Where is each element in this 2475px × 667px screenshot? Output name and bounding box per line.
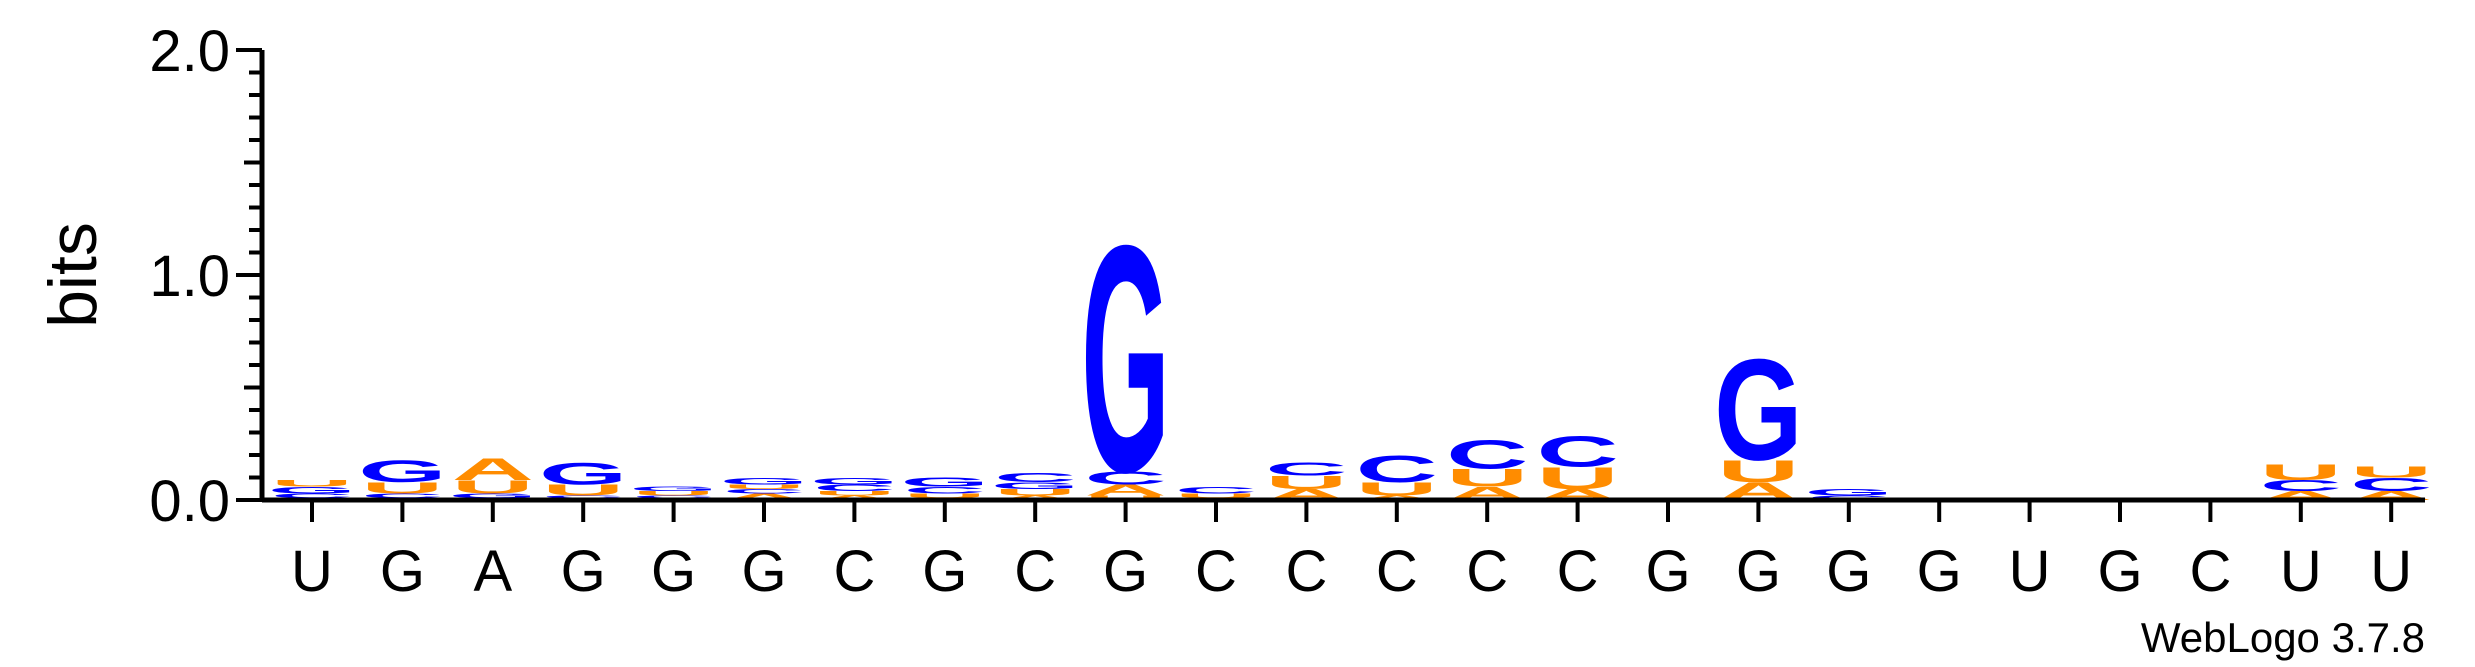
logo-letter-G: G — [1805, 487, 1894, 498]
logo-letter-U: U — [1536, 460, 1618, 495]
logo-letter-C: C — [1084, 467, 1166, 488]
x-position-label: G — [741, 539, 786, 604]
logo-letter-C: C — [2260, 477, 2342, 495]
x-position-label: C — [1195, 539, 1237, 604]
y-tick-label: 2.0 — [149, 19, 230, 84]
logo-letter-C: C — [1356, 448, 1438, 490]
x-position-label: G — [1736, 539, 1781, 604]
logo-letter-C: C — [361, 492, 443, 499]
x-position-label: G — [1917, 539, 1962, 604]
logo-letter-U: U — [904, 492, 986, 499]
logo-letter-G: G — [268, 485, 357, 496]
x-position-label: C — [833, 539, 875, 604]
y-axis-title: bits — [35, 222, 111, 328]
logo-letter-C: C — [2350, 474, 2432, 495]
logo-letter-C: C — [813, 483, 895, 494]
logo-letter-C: C — [1446, 432, 1528, 477]
logo-letter-U: U — [2350, 463, 2432, 481]
logo-letter-U: U — [361, 479, 443, 497]
logo-letter-G: G — [810, 476, 899, 487]
x-position-label: U — [2009, 539, 2051, 604]
x-position-label: C — [1285, 539, 1327, 604]
x-position-label: U — [2370, 539, 2412, 604]
logo-letter-U: U — [542, 481, 624, 499]
x-position-label: C — [1557, 539, 1599, 604]
logo-letter-C: C — [994, 471, 1076, 485]
logo-letter-U: U — [1356, 479, 1438, 500]
logo-letter-G: G — [629, 485, 718, 492]
logo-letter-U: U — [994, 487, 1076, 498]
logo-letter-U: U — [723, 483, 805, 490]
x-position-label: G — [1826, 539, 1871, 604]
logo-letter-A: A — [452, 451, 534, 486]
x-position-label: C — [1014, 539, 1056, 604]
y-axis-ticks: 0.0 1.0 2.0 — [149, 19, 262, 534]
logo-letter-C: C — [723, 488, 805, 495]
logo-letter-A: A — [1084, 481, 1166, 499]
logo-letter-G: G — [1081, 179, 1170, 541]
x-position-label: G — [561, 539, 606, 604]
logo-letter-G: G — [449, 492, 538, 499]
x-position-label: U — [291, 539, 333, 604]
y-tick-label: 0.0 — [149, 469, 230, 534]
x-position-label: G — [1645, 539, 1690, 604]
x-position-label: G — [1103, 539, 1148, 604]
logo-letter-U: U — [1265, 472, 1347, 493]
logo-letter-U: U — [1446, 464, 1528, 492]
x-position-label: G — [922, 539, 967, 604]
logo-letter-U: U — [452, 476, 534, 497]
logo-letter-C: C — [632, 495, 714, 499]
x-position-label: G — [380, 539, 425, 604]
x-position-label: G — [651, 539, 696, 604]
logo-letter-G: G — [358, 453, 447, 488]
logo-letter-U: U — [1175, 492, 1257, 499]
logo-letter-U: U — [632, 490, 714, 497]
logo-letter-C: C — [271, 492, 353, 499]
logo-letter-G: G — [539, 456, 628, 491]
x-position-label: G — [2097, 539, 2142, 604]
logo-letter-C: C — [542, 495, 624, 499]
x-position-label: A — [473, 539, 512, 604]
weblogo-credit: WebLogo 3.7.8 — [2141, 614, 2425, 661]
logo-letter-A: A — [723, 492, 805, 503]
logo-stacks: ACGUACUGCGUAACUGACUGACUGAUCGAUCGAUGCUACG… — [268, 179, 2433, 541]
y-tick-label: 1.0 — [149, 244, 230, 309]
logo-letter-G: G — [720, 476, 809, 487]
logo-letter-U: U — [813, 490, 895, 497]
x-position-label: C — [2189, 539, 2231, 604]
x-position-label: U — [2280, 539, 2322, 604]
logo-letter-C: C — [904, 485, 986, 496]
logo-letter-U: U — [271, 478, 353, 489]
logo-letter-C: C — [1265, 458, 1347, 479]
logo-letter-U: U — [2260, 460, 2342, 484]
logo-letter-G: G — [991, 480, 1080, 491]
logo-letter-U: U — [1717, 453, 1799, 488]
x-position-label: C — [1376, 539, 1418, 604]
logo-letter-G: G — [1714, 328, 1803, 490]
logo-letter-G: G — [900, 475, 989, 489]
logo-letter-C: C — [1175, 485, 1257, 496]
x-position-label: C — [1466, 539, 1508, 604]
logo-letter-C: C — [1536, 427, 1618, 476]
